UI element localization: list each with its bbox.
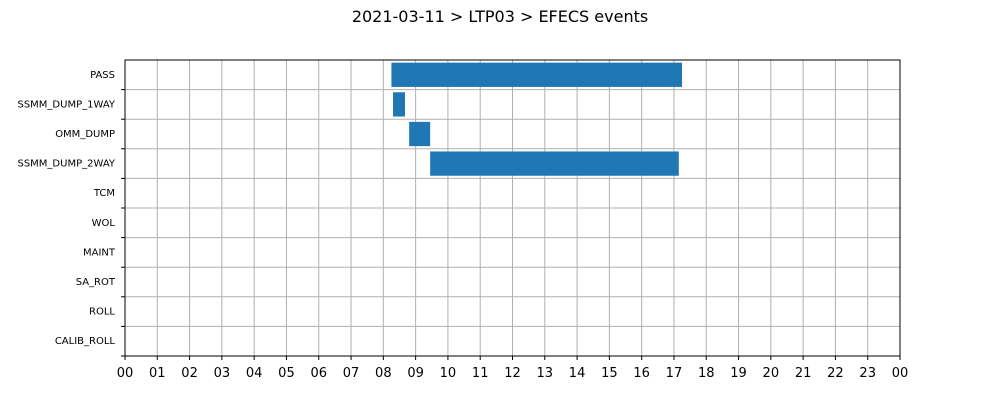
x-tick-label: 10 (440, 366, 457, 381)
y-tick-label: CALIB_ROLL (55, 336, 116, 347)
y-tick-label: ROLL (89, 307, 115, 318)
x-tick-label: 16 (633, 366, 650, 381)
x-tick-label: 08 (375, 366, 392, 381)
x-tick-label: 04 (246, 366, 263, 381)
y-axis: PASS SSMM_DUMP_1WAY OMM_DUMP SSMM_DUMP_2WAY… (17, 70, 125, 357)
event-bar-ssmm-dump-2way (430, 151, 679, 176)
x-tick-label: 00 (892, 366, 909, 381)
x-tick-label: 06 (310, 366, 327, 381)
x-tick-label: 18 (698, 366, 715, 381)
x-tick-label: 20 (763, 366, 780, 381)
event-bar-omm-dump (409, 121, 431, 147)
x-tick-label: 14 (569, 366, 586, 381)
event-bar-ssmm-dump-1way (393, 92, 405, 117)
x-tick-label: 07 (343, 366, 360, 381)
y-tick-label: SSMM_DUMP_2WAY (17, 159, 115, 170)
x-tick-label: 21 (795, 366, 812, 381)
chart-title: 2021-03-11 > LTP03 > EFECS events (352, 7, 648, 26)
y-tick-label: MAINT (83, 247, 116, 258)
x-axis: 00 01 02 03 04 05 06 07 08 09 10 11 12 13 14 15 16 17 18 19… (117, 356, 909, 381)
x-tick-label: 03 (214, 366, 231, 381)
y-tick-label: SA_ROT (76, 277, 116, 288)
event-bar-pass (391, 62, 683, 87)
y-tick-label: TCM (93, 188, 115, 199)
x-tick-label: 22 (827, 366, 844, 381)
x-tick-label: 01 (149, 366, 166, 381)
x-tick-label: 19 (730, 366, 747, 381)
y-tick-label: WOL (92, 218, 116, 229)
event-bars (391, 62, 683, 176)
x-tick-label: 11 (472, 366, 489, 381)
x-tick-label: 05 (278, 366, 295, 381)
y-tick-label: SSMM_DUMP_1WAY (17, 99, 115, 110)
x-tick-label: 00 (117, 366, 134, 381)
x-tick-label: 12 (504, 366, 521, 381)
grid (124, 60, 901, 356)
x-tick-label: 02 (181, 366, 198, 381)
y-tick-label: PASS (90, 70, 115, 81)
x-tick-label: 09 (407, 366, 424, 381)
x-tick-label: 17 (666, 366, 683, 381)
x-tick-label: 23 (859, 366, 876, 381)
y-tick-label: OMM_DUMP (55, 129, 115, 140)
x-tick-label: 13 (537, 366, 554, 381)
x-tick-label: 15 (601, 366, 618, 381)
